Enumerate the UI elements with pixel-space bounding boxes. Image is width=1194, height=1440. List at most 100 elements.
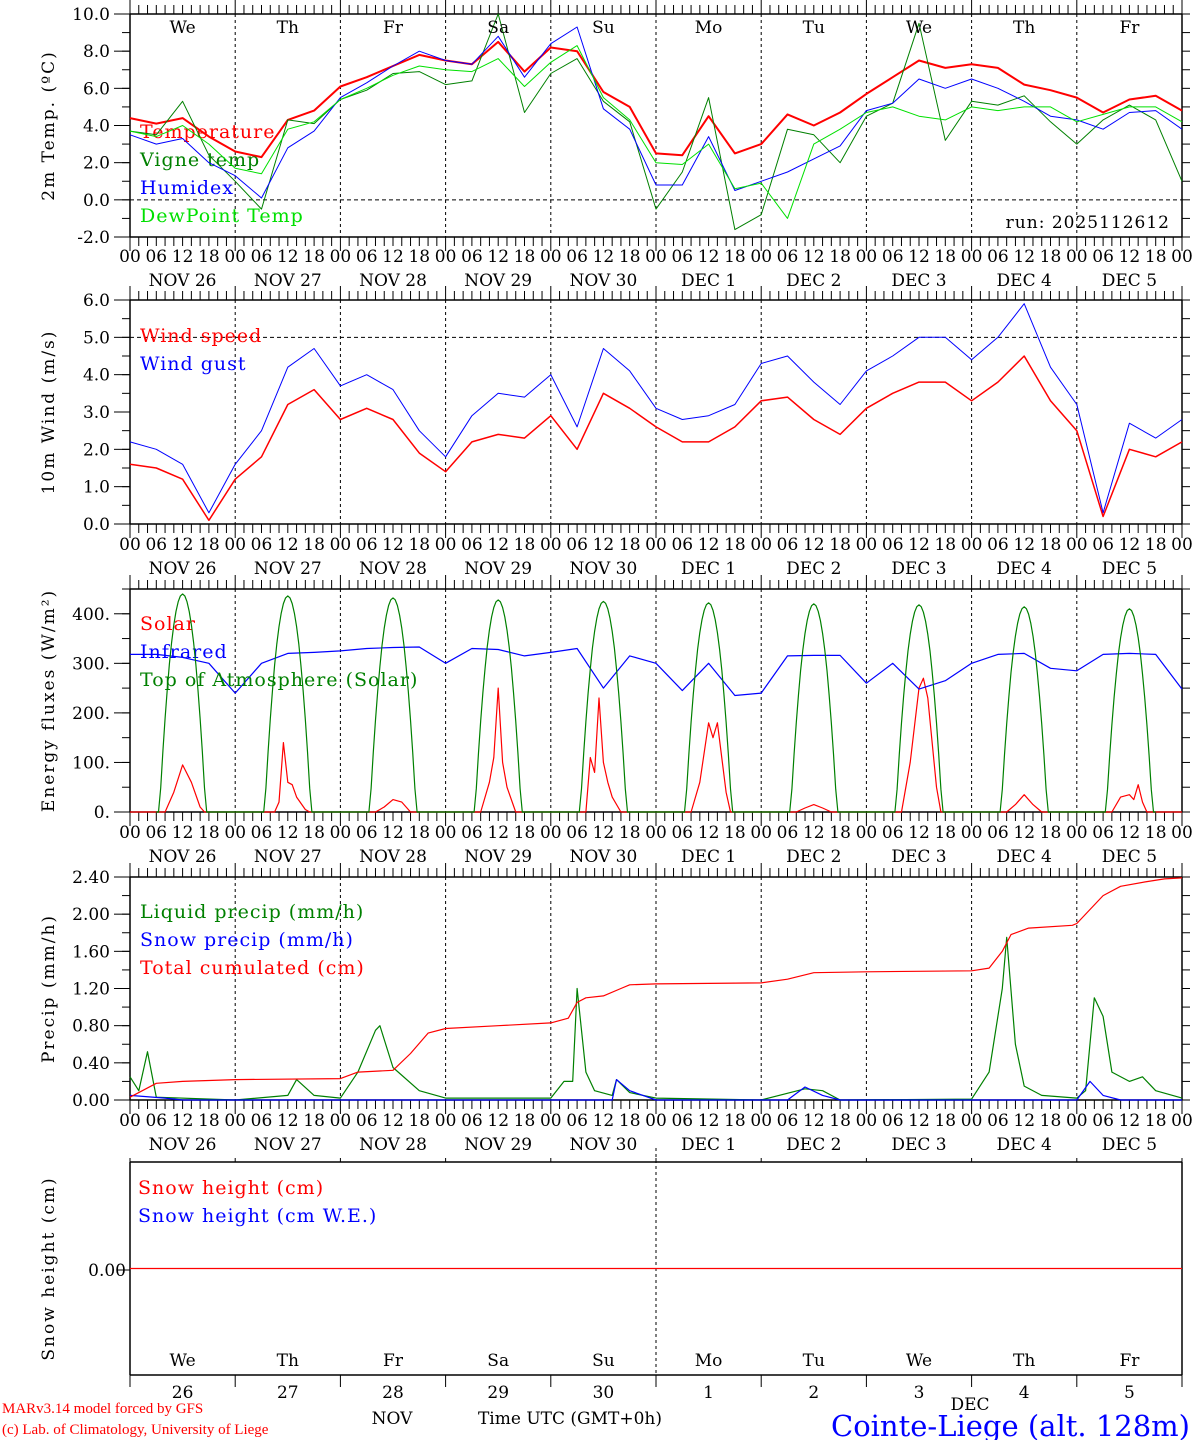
- y-tick-label: 1.20: [72, 980, 110, 1000]
- hour-tick-label: 06: [777, 247, 799, 267]
- date-label: DEC 4: [997, 559, 1052, 579]
- legend-entry: Humidex: [140, 177, 234, 199]
- legend-entry: Infrared: [140, 641, 228, 663]
- hour-tick-label: 12: [487, 1111, 509, 1131]
- day-name-label: Fr: [1119, 1351, 1140, 1371]
- hour-tick-label: 06: [251, 535, 273, 555]
- series-line-infrared: [130, 646, 1183, 697]
- hour-tick-label: 12: [382, 823, 404, 843]
- series-line-humidex: [129, 26, 1183, 199]
- hour-tick-label: 18: [514, 823, 536, 843]
- hour-tick-label: 12: [1119, 1111, 1141, 1131]
- hour-tick-label: 12: [487, 247, 509, 267]
- legend-entry: Solar: [140, 613, 196, 635]
- hour-tick-label: 00: [224, 823, 246, 843]
- date-label: DEC 4: [997, 271, 1052, 291]
- day-name-label: Sa: [487, 18, 509, 38]
- station-title: Cointe-Liege (alt. 128m): [831, 1409, 1190, 1440]
- date-label: DEC 5: [1102, 847, 1157, 867]
- hour-tick-label: 00: [750, 535, 772, 555]
- day-name-label: We: [170, 18, 196, 38]
- hour-tick-label: 00: [961, 1111, 983, 1131]
- hour-tick-label: 18: [303, 1111, 325, 1131]
- day-number-label: 30: [593, 1383, 615, 1403]
- hour-tick-label: 18: [408, 1111, 430, 1131]
- hour-tick-label: 06: [251, 823, 273, 843]
- hour-tick-label: 12: [382, 1111, 404, 1131]
- y-tick-label: 3.0: [83, 403, 110, 423]
- hour-tick-label: 00: [1171, 1111, 1193, 1131]
- hour-tick-label: 06: [145, 1111, 167, 1131]
- y-tick-label: 8.0: [83, 42, 110, 62]
- hour-tick-label: 06: [882, 247, 904, 267]
- panel-snow: 0.00 Snow height (cm) Snow height (cm) Snow…: [39, 1148, 1183, 1429]
- y-tick-label: 400.: [72, 605, 110, 625]
- y-axis-title: 10m Wind (m/s): [39, 330, 59, 495]
- day-number-label: 1: [703, 1383, 714, 1403]
- hour-tick-label: 06: [1092, 823, 1114, 843]
- day-name-label: Mo: [695, 18, 723, 38]
- date-label: DEC 4: [997, 847, 1052, 867]
- hour-tick-label: 00: [119, 535, 141, 555]
- hour-tick-label: 12: [277, 823, 299, 843]
- day-name-label: Th: [277, 18, 299, 38]
- date-label: DEC 4: [997, 1135, 1052, 1155]
- date-label: NOV 28: [359, 559, 427, 579]
- hour-tick-label: 06: [251, 247, 273, 267]
- hour-tick-label: 06: [882, 535, 904, 555]
- hour-tick-label: 00: [330, 823, 352, 843]
- hour-tick-label: 12: [277, 1111, 299, 1131]
- hour-tick-label: 06: [671, 535, 693, 555]
- hour-tick-label: 00: [645, 1111, 667, 1131]
- hour-tick-label: 12: [172, 1111, 194, 1131]
- day-name-label: Sa: [487, 1351, 509, 1371]
- date-label: NOV 30: [569, 271, 637, 291]
- hour-tick-label: 12: [277, 247, 299, 267]
- hour-tick-label: 12: [593, 535, 615, 555]
- hour-tick-label: 18: [724, 535, 746, 555]
- hour-tick-label: 00: [856, 823, 878, 843]
- hour-tick-label: 18: [408, 535, 430, 555]
- y-tick-label: 6.0: [83, 291, 110, 311]
- hour-tick-label: 00: [961, 823, 983, 843]
- hour-tick-label: 18: [1040, 535, 1062, 555]
- hour-tick-label: 00: [961, 535, 983, 555]
- y-tick-label: 2.0: [83, 154, 110, 174]
- lab-credit: (c) Lab. of Climatology, University of L…: [2, 1422, 269, 1438]
- day-name-label: Tu: [803, 1351, 825, 1371]
- hour-tick-label: 12: [593, 1111, 615, 1131]
- day-name-label: Th: [1013, 1351, 1035, 1371]
- hour-tick-label: 18: [934, 823, 956, 843]
- hour-tick-label: 06: [1092, 535, 1114, 555]
- series-line-vigne-temp: [129, 13, 1183, 231]
- day-number-label: 26: [172, 1383, 194, 1403]
- date-label: NOV 26: [149, 559, 217, 579]
- hour-tick-label: 06: [145, 247, 167, 267]
- hour-tick-label: 06: [1092, 1111, 1114, 1131]
- date-label: NOV 27: [254, 1135, 322, 1155]
- hour-tick-label: 00: [540, 1111, 562, 1131]
- hour-tick-label: 06: [671, 247, 693, 267]
- y-tick-label: 10.0: [72, 5, 110, 25]
- hour-tick-label: 00: [1066, 535, 1088, 555]
- hour-tick-label: 06: [1092, 247, 1114, 267]
- hour-tick-label: 12: [172, 247, 194, 267]
- hour-tick-label: 12: [1119, 823, 1141, 843]
- hour-tick-label: 18: [1040, 1111, 1062, 1131]
- hour-tick-label: 18: [303, 535, 325, 555]
- hour-tick-label: 00: [435, 247, 457, 267]
- series-line-dewpoint-temp: [129, 45, 1183, 219]
- hour-tick-label: 00: [856, 1111, 878, 1131]
- hour-tick-label: 12: [382, 247, 404, 267]
- y-tick-label: 0.40: [72, 1054, 110, 1074]
- hour-tick-label: 00: [540, 247, 562, 267]
- hour-tick-label: 06: [356, 247, 378, 267]
- hour-tick-label: 00: [540, 535, 562, 555]
- hour-tick-label: 18: [619, 823, 641, 843]
- hour-tick-label: 18: [303, 823, 325, 843]
- date-label: NOV 26: [149, 847, 217, 867]
- hour-tick-label: 18: [934, 247, 956, 267]
- hour-tick-label: 00: [856, 247, 878, 267]
- hour-tick-label: 06: [882, 1111, 904, 1131]
- y-tick-label: 0.80: [72, 1017, 110, 1037]
